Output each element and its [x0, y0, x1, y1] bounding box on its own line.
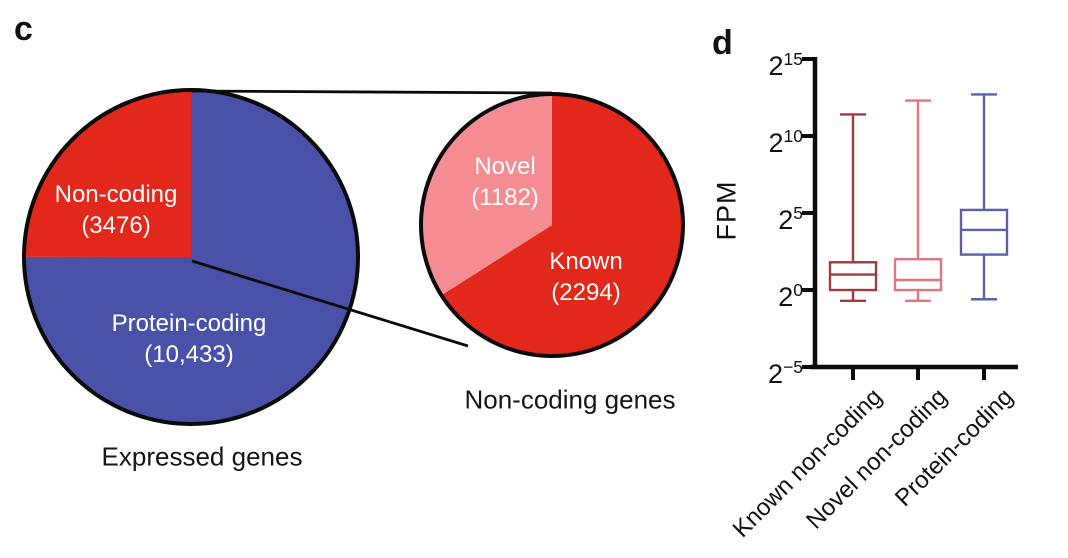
expressed-pie-slice-non-coding	[24, 90, 191, 257]
slice-label-novel-text: Novel	[474, 153, 536, 180]
pie-connector-line-2	[191, 259, 469, 348]
expressed-genes-title: Expressed genes	[101, 441, 303, 472]
panel-d-label: d	[712, 24, 733, 62]
slice-label-novel: Novel (1182)	[471, 151, 539, 213]
expressed-pie-outline	[22, 88, 360, 426]
box-novel-non-coding-iqr-box	[893, 258, 943, 292]
y-tick-label: 20	[778, 280, 803, 312]
slice-label-known-text: Known	[549, 248, 623, 275]
noncoding-pie-slice-known	[441, 94, 684, 357]
expressed-pie-slice-protein-coding	[23, 90, 359, 425]
box-known-non-coding-iqr-box	[828, 261, 878, 292]
slice-label-protein-coding-value: (10,433)	[144, 341, 234, 368]
slice-label-non-coding-text: Non-coding	[54, 181, 178, 208]
slice-label-known-value: (2294)	[551, 279, 621, 306]
box-protein-coding-iqr-box	[959, 208, 1009, 256]
y-tick-label: 215	[768, 49, 803, 81]
slice-label-novel-value: (1182)	[471, 184, 539, 211]
pie-connector-line-1	[191, 89, 553, 95]
noncoding-pie-slice-novel	[421, 94, 552, 296]
slice-label-known: Known (2294)	[549, 246, 622, 308]
slice-label-non-coding: Non-coding (3476)	[55, 179, 178, 241]
slice-label-protein-coding: Protein-coding (10,433)	[112, 308, 267, 370]
non-coding-genes-title: Non-coding genes	[464, 384, 676, 415]
y-tick-label: 210	[768, 126, 803, 158]
y-tick-label: 2−5	[767, 357, 803, 389]
panel-c-label: c	[14, 10, 33, 48]
noncoding-pie-outline	[419, 92, 685, 358]
slice-label-non-coding-value: (3476)	[81, 212, 151, 239]
y-tick-label: 25	[778, 203, 803, 235]
slice-label-protein-coding-text: Protein-coding	[111, 310, 267, 337]
